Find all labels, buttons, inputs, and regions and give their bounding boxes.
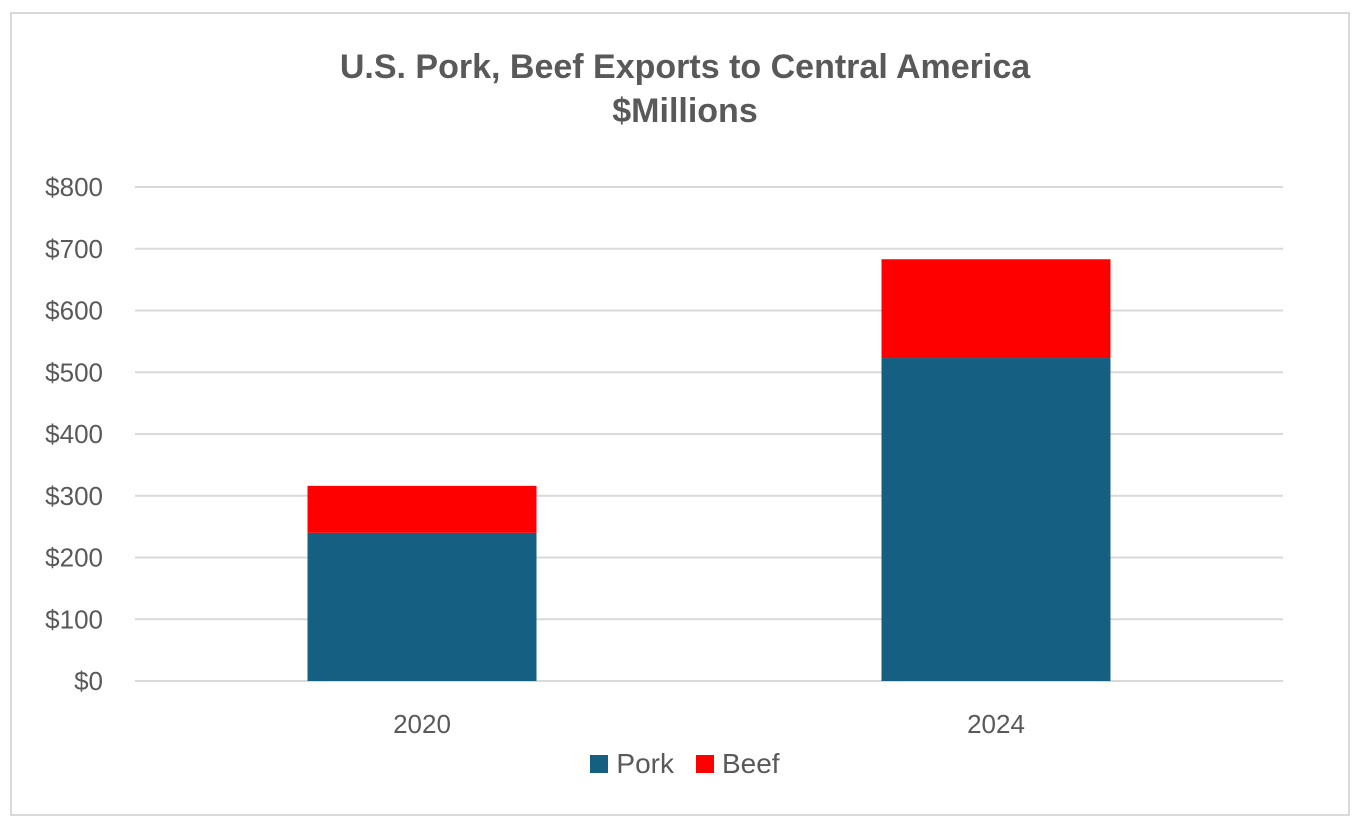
legend-swatch	[695, 755, 714, 773]
x-tick-label: 2024	[967, 709, 1025, 739]
legend-swatch	[590, 755, 609, 773]
chart-title-main: U.S. Pork, Beef Exports to Central Ameri…	[339, 48, 1031, 86]
bar-pork-2020	[307, 532, 537, 681]
x-tick-label: 2020	[393, 709, 451, 739]
y-tick-label: $700	[45, 234, 103, 264]
bar-beef-2020	[307, 485, 537, 533]
legend-item-beef: Beef	[695, 748, 780, 780]
y-tick-label: $300	[45, 481, 103, 511]
chart-frame	[10, 12, 1350, 816]
legend: Pork Beef	[0, 748, 1362, 780]
y-tick-label: $800	[45, 172, 103, 202]
y-tick-label: $200	[45, 543, 103, 573]
y-tick-label: $400	[45, 419, 103, 449]
chart-subtitle: $Millions	[612, 92, 758, 130]
bar-pork-2024	[881, 358, 1111, 681]
legend-label: Pork	[616, 748, 674, 779]
y-tick-label: $600	[45, 296, 103, 326]
bar-beef-2024	[881, 259, 1111, 359]
y-tick-label: $500	[45, 357, 103, 387]
legend-label: Beef	[721, 748, 780, 779]
legend-item-pork: Pork	[590, 748, 674, 780]
y-tick-label: $0	[74, 666, 103, 696]
y-tick-label: $100	[45, 604, 103, 634]
chart-title: U.S. Pork, Beef Exports to Central Ameri…	[0, 45, 1362, 133]
